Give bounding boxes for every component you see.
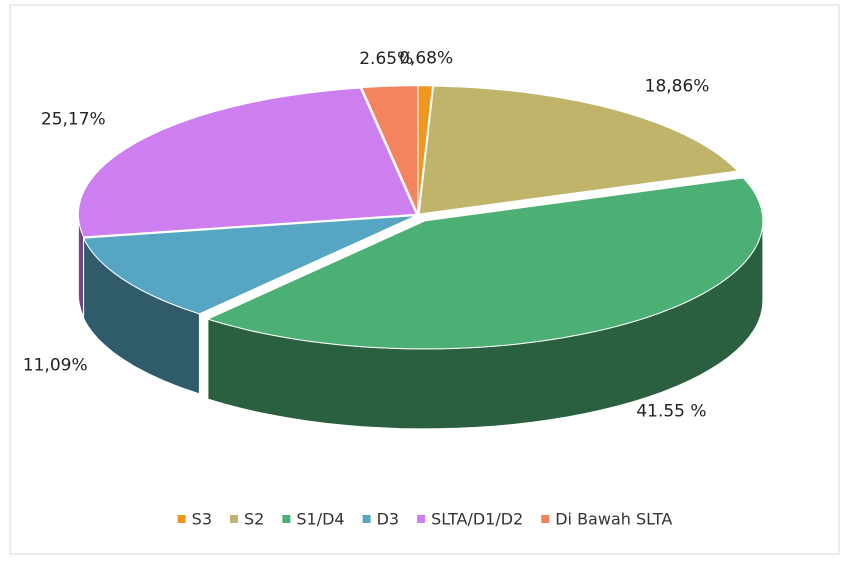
legend-label: S2 (244, 510, 264, 529)
slice (77, 87, 418, 238)
data-label: 0,68% (399, 48, 453, 68)
legend: S3 S2 S1/D4 D3 SLTA/D1/D2 Di Bawah SLTA (177, 510, 672, 529)
data-label: 2.65% (359, 49, 413, 69)
slice (361, 85, 419, 215)
slice (418, 85, 739, 215)
data-label: 25,17% (41, 110, 106, 130)
legend-swatch (417, 515, 426, 523)
legend-swatch (362, 515, 371, 523)
legend-swatch (282, 515, 291, 523)
legend-label: SLTA/D1/D2 (431, 510, 523, 529)
legend-swatch (177, 515, 186, 523)
legend-swatch (230, 515, 239, 523)
data-label: 18,86% (645, 77, 710, 97)
data-label: 41.55 % (636, 402, 706, 422)
legend-label: Di Bawah SLTA (555, 510, 672, 529)
legend-label: S3 (192, 510, 212, 529)
legend-label: D3 (377, 510, 400, 529)
data-label: 11,09% (23, 356, 88, 376)
legend-swatch (541, 515, 550, 523)
slice (206, 177, 764, 350)
legend-label: S1/D4 (296, 510, 344, 529)
slice (82, 215, 417, 315)
